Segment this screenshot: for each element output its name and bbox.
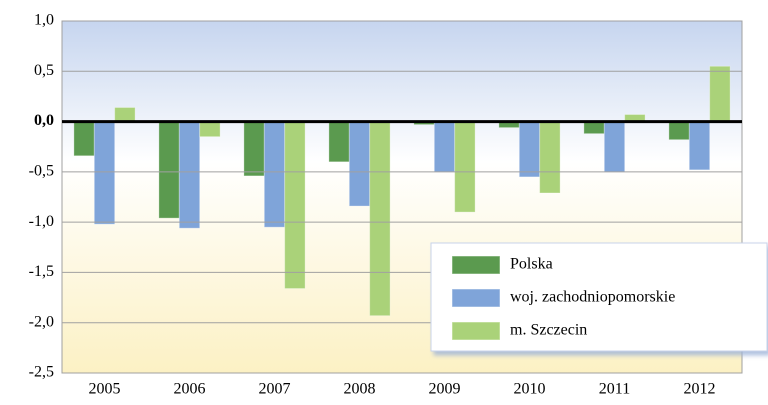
y-tick-label: -1,5: [29, 263, 54, 280]
y-tick-label: -1,0: [29, 213, 54, 230]
legend: Polska woj. zachodniopomorskie m. Szczecin: [430, 242, 768, 352]
legend-swatch: [451, 288, 501, 308]
y-tick-label: -0,5: [29, 163, 54, 180]
bar: [348, 121, 371, 207]
bar: [284, 121, 306, 290]
x-tick-label: 2009: [429, 381, 461, 398]
x-tick-label: 2007: [259, 381, 291, 398]
y-tick-label: 1,0: [34, 12, 54, 29]
bar: [263, 121, 286, 228]
bar: [454, 121, 476, 213]
x-tick-label: 2006: [174, 381, 206, 398]
legend-label: m. Szczecin: [510, 322, 587, 339]
y-tick-label: 0,0: [34, 112, 54, 129]
bar: [539, 121, 561, 194]
bar: [518, 121, 541, 178]
bar: [243, 121, 265, 177]
bars: [73, 65, 731, 317]
legend-swatch: [451, 255, 501, 275]
bar: [114, 106, 136, 123]
x-tick-label: 2010: [514, 381, 546, 398]
bar: [583, 121, 605, 135]
y-tick-label: 0,5: [34, 62, 54, 79]
bar: [369, 121, 391, 317]
legend-label: Polska: [510, 256, 553, 273]
bar: [603, 121, 626, 173]
x-tick-label: 2005: [89, 381, 121, 398]
bar: [73, 121, 95, 157]
x-tick-label: 2012: [684, 381, 716, 398]
bar: [178, 121, 201, 229]
bar: [158, 121, 180, 219]
bar: [433, 121, 456, 173]
bar: [668, 121, 690, 141]
bar: [199, 121, 221, 138]
x-tick-label: 2011: [599, 381, 630, 398]
bar: [328, 121, 350, 163]
y-tick-label: -2,0: [29, 313, 54, 330]
y-tick-label: -2,5: [29, 364, 54, 381]
bar: [688, 121, 711, 171]
legend-label: woj. zachodniopomorskie: [510, 289, 675, 306]
legend-swatch: [451, 321, 501, 341]
bar: [709, 65, 731, 123]
bar: [93, 121, 116, 225]
x-tick-label: 2008: [344, 381, 376, 398]
